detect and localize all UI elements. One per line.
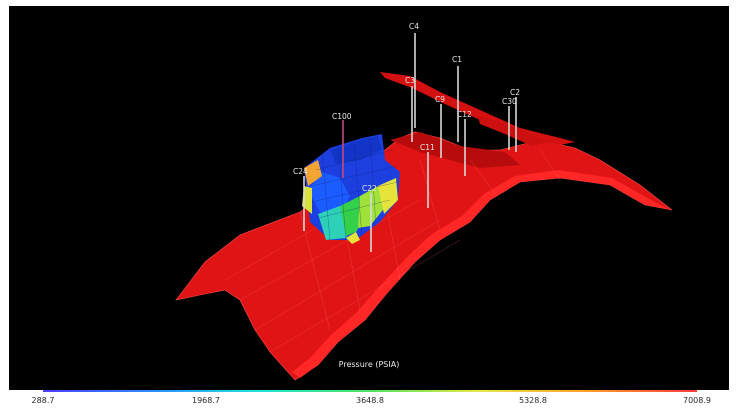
colorbar-tick-3: 3648.8 [356,396,384,405]
reservoir-surface-main [175,131,673,381]
colorbar-title: Pressure (PSIA) [338,360,400,369]
well-label-c4[interactable]: C4 [409,22,420,31]
well-label-c30[interactable]: C30 [502,97,517,106]
colorbar-tick-4: 5328.8 [519,396,547,405]
well-label-c3[interactable]: C3 [405,76,416,85]
well-label-c24[interactable]: C24 [293,167,308,176]
well-lines [303,33,517,252]
reservoir-right-segment [478,116,548,146]
colorbar-tick-5: 7008.9 [683,396,711,405]
colorbar-gradient [43,390,697,392]
reservoir-upper-ridge [380,72,575,145]
well-label-c22[interactable]: C22 [362,184,377,193]
pressure-block [302,134,400,244]
well-label-c9[interactable]: C9 [435,95,446,104]
colorbar-tick-1: 288.7 [31,396,55,405]
colorbar-tick-2: 1968.7 [192,396,220,405]
well-label-c100[interactable]: C100 [332,112,352,121]
well-label-c1[interactable]: C1 [452,55,463,64]
reservoir-mid-patch [390,132,520,168]
well-label-c12[interactable]: C12 [457,110,472,119]
well-label-c2[interactable]: C2 [510,88,521,97]
surface-mesh [224,149,561,353]
well-label-c11[interactable]: C11 [420,143,435,152]
reservoir-surface-rim [292,170,672,378]
